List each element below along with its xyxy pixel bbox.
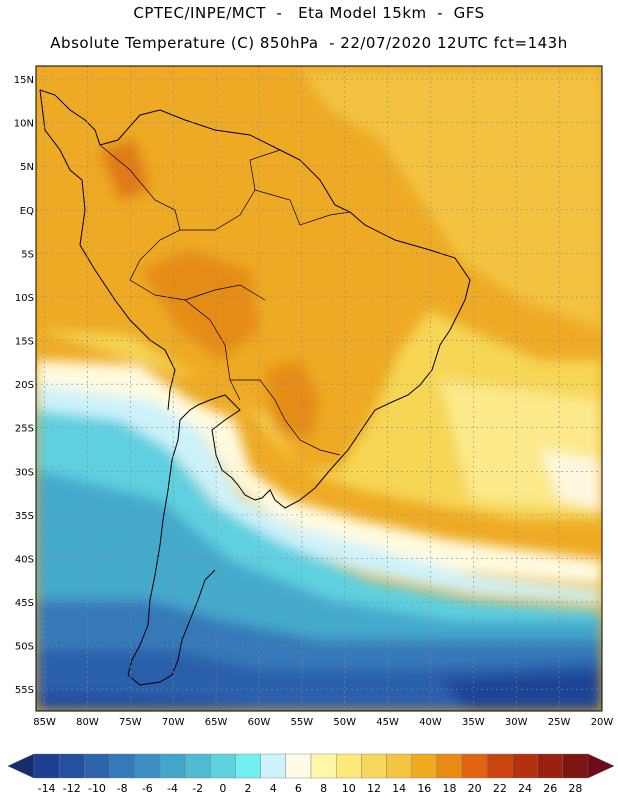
lon-tick-label: 65W	[205, 717, 228, 728]
lat-tick-label: 5S	[21, 249, 34, 260]
colorbar-label: 24	[518, 782, 532, 795]
colorbar-label: -6	[142, 782, 153, 795]
lon-tick-label: 55W	[291, 717, 314, 728]
lon-tick-label: 80W	[76, 717, 99, 728]
colorbar-swatch	[159, 753, 186, 779]
colorbar-label: -12	[63, 782, 81, 795]
colorbar-swatch	[210, 753, 236, 779]
longitude-labels: 85W 80W 75W 70W 65W 60W 55W 50W 45W 40W 35W 30W 25W 2…	[33, 717, 613, 728]
colorbar-label: 12	[367, 782, 381, 795]
lon-tick-label: 70W	[162, 717, 185, 728]
lat-tick-label: 30S	[15, 467, 34, 478]
lon-tick-label: 50W	[333, 717, 356, 728]
lat-tick-label: 15N	[14, 75, 34, 86]
colorbar-swatch	[109, 753, 135, 779]
colorbar-swatch	[461, 753, 488, 779]
colorbar-swatch	[58, 753, 85, 779]
latitude-labels: 15N 10N 5N EQ 5S 10S 15S 20S 25S 30S 35S 40S 45S 50S 5…	[14, 75, 34, 696]
colorbar-label: 10	[342, 782, 356, 795]
lat-tick-label: 55S	[15, 685, 34, 696]
lat-tick-label: 35S	[15, 511, 34, 522]
colorbar-label: 6	[295, 782, 302, 795]
lon-tick-label: 25W	[548, 717, 571, 728]
colorbar-label: 0	[219, 782, 226, 795]
colorbar-label: 16	[417, 782, 431, 795]
colorbar-label: 18	[443, 782, 457, 795]
lat-tick-label: 25S	[15, 424, 34, 435]
colorbar-label: 22	[493, 782, 507, 795]
lon-tick-label: 40W	[419, 717, 442, 728]
colorbar-label: 20	[468, 782, 482, 795]
colorbar-swatch	[436, 753, 463, 779]
lat-tick-label: 45S	[15, 598, 34, 609]
colorbar-swatch	[537, 753, 564, 779]
colorbar-label: 26	[543, 782, 557, 795]
colorbar-swatch	[487, 753, 513, 779]
lon-tick-label: 85W	[33, 717, 56, 728]
title-line-2: Absolute Temperature (C) 850hPa - 22/07/…	[50, 34, 568, 52]
lon-tick-label: 75W	[119, 717, 142, 728]
colorbar-label: -10	[88, 782, 106, 795]
colorbar-swatch	[184, 753, 211, 779]
colorbar-swatch	[285, 753, 312, 779]
colorbar-swatch	[33, 753, 60, 779]
colorbar-swatch	[361, 753, 387, 779]
colorbar-swatch	[134, 753, 161, 779]
graticule	[36, 66, 602, 711]
lat-tick-label: 40S	[15, 554, 34, 565]
colorbar-swatch	[386, 753, 412, 779]
lon-tick-label: 60W	[248, 717, 271, 728]
lat-tick-label: 5N	[20, 162, 34, 173]
lon-tick-label: 30W	[505, 717, 528, 728]
lat-tick-label: 10S	[15, 293, 34, 304]
colorbar-under-arrow	[7, 753, 35, 779]
colorbar-swatch	[260, 753, 287, 779]
colorbar: -14 -12 -10 -8 -6 -4 -2 0 2 4 6 8 10 12 14 16 18 20 22 24 26…	[7, 753, 615, 795]
colorbar-label: 28	[568, 782, 582, 795]
lon-tick-label: 35W	[462, 717, 485, 728]
colorbar-swatch	[310, 753, 337, 779]
colorbar-label: 8	[320, 782, 327, 795]
lat-tick-label: 20S	[15, 380, 34, 391]
colorbar-label: 14	[392, 782, 406, 795]
lat-tick-label: 50S	[15, 642, 34, 653]
colorbar-swatch	[335, 753, 362, 779]
colorbar-label: 4	[270, 782, 277, 795]
colorbar-label: -14	[38, 782, 56, 795]
lat-tick-label: 10N	[14, 119, 34, 130]
colorbar-over-arrow	[587, 753, 615, 779]
title-line-1: CPTEC/INPE/MCT - Eta Model 15km - GFS	[133, 4, 485, 22]
colorbar-swatch	[411, 753, 438, 779]
colorbar-label: -4	[167, 782, 178, 795]
map-frame	[35, 65, 603, 712]
lat-tick-label: 15S	[15, 337, 34, 348]
colorbar-swatch	[84, 753, 110, 779]
colorbar-label: -8	[117, 782, 128, 795]
colorbar-swatch	[562, 753, 589, 779]
lon-tick-label: 20W	[591, 717, 614, 728]
colorbar-label: 2	[245, 782, 252, 795]
colorbar-swatch	[235, 753, 261, 779]
colorbar-label: -2	[192, 782, 203, 795]
lat-tick-label: EQ	[20, 206, 34, 217]
lon-tick-label: 45W	[376, 717, 399, 728]
colorbar-swatch	[512, 753, 538, 779]
temperature-field	[36, 66, 602, 711]
